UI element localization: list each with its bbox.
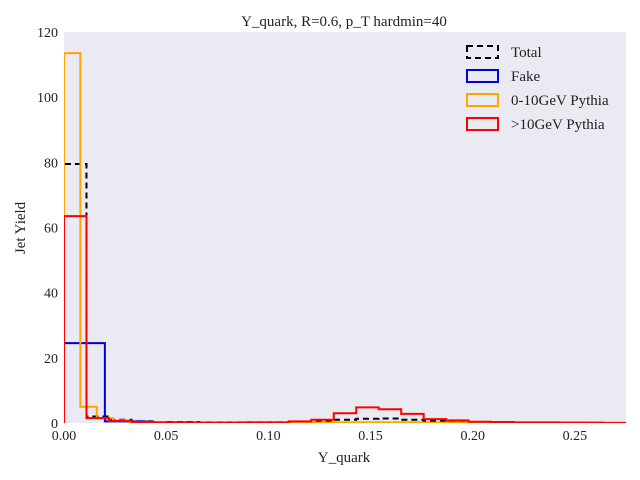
y-tick-label: 80 xyxy=(44,156,58,171)
y-axis-ticks: 0 20 40 60 80 100 120 xyxy=(37,26,58,432)
x-tick-label: 0.10 xyxy=(256,429,281,444)
legend-swatch xyxy=(466,93,499,107)
series-10gev-pythia xyxy=(64,215,626,423)
legend-label: >10GeV Pythia xyxy=(511,117,605,133)
x-tick-label: 0.00 xyxy=(52,429,77,444)
legend-label: 0-10GeV Pythia xyxy=(511,93,609,109)
x-tick-label: 0.25 xyxy=(563,429,588,444)
y-axis-label: Jet Yield xyxy=(13,201,29,254)
y-tick-label: 120 xyxy=(37,26,58,41)
y-tick-label: 0 xyxy=(51,417,58,432)
x-axis-label: Y_quark xyxy=(318,450,371,466)
plot-area xyxy=(64,32,626,423)
legend-label: Total xyxy=(511,45,542,61)
legend-label: Fake xyxy=(511,69,541,85)
y-tick-label: 20 xyxy=(44,352,58,367)
x-axis-ticks: 0.00 0.05 0.10 0.15 0.20 0.25 xyxy=(52,429,587,444)
y-tick-label: 60 xyxy=(44,222,58,237)
legend: Total Fake 0-10GeV Pythia >10GeV Pythia xyxy=(466,45,609,133)
y-tick-label: 100 xyxy=(37,91,58,106)
x-tick-label: 0.15 xyxy=(358,429,383,444)
legend-swatch xyxy=(466,45,499,59)
x-tick-label: 0.20 xyxy=(460,429,485,444)
x-tick-label: 0.05 xyxy=(154,429,179,444)
series-layer xyxy=(64,52,626,423)
y-tick-label: 40 xyxy=(44,287,58,302)
legend-swatch xyxy=(466,117,499,131)
chart-title: Y_quark, R=0.6, p_T hardmin=40 xyxy=(241,14,447,30)
legend-swatch xyxy=(466,69,499,83)
